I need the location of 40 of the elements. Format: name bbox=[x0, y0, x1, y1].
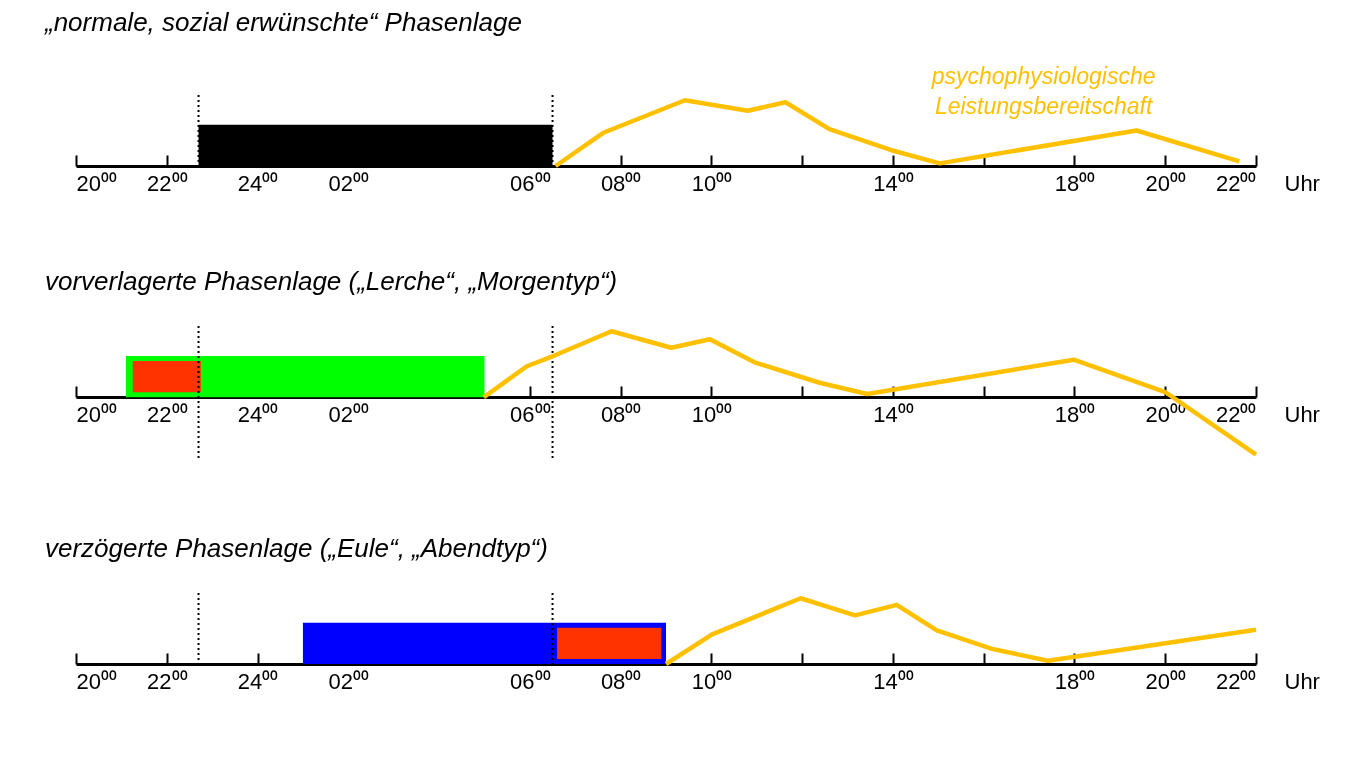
x-tick-label: 06⁰⁰ bbox=[510, 401, 551, 427]
x-tick-label: 14⁰⁰ bbox=[873, 668, 914, 694]
x-tick-label: 20⁰⁰ bbox=[1145, 668, 1186, 694]
x-tick-label: 08⁰⁰ bbox=[600, 401, 642, 427]
x-tick-label: 22⁰⁰ bbox=[1216, 401, 1257, 427]
x-tick-label: 10⁰⁰ bbox=[691, 170, 733, 196]
x-tick-label: 20⁰⁰ bbox=[76, 668, 117, 694]
x-axis-title: Uhr bbox=[1284, 401, 1320, 427]
x-tick-label: 20⁰⁰ bbox=[1145, 401, 1186, 427]
x-tick-label: 24⁰⁰ bbox=[237, 401, 279, 427]
x-axis-title: Uhr bbox=[1284, 170, 1320, 196]
chart-title: verzögerte Phasenlage („Eule“, „Abendtyp“) bbox=[45, 533, 548, 563]
x-tick-label: 18⁰⁰ bbox=[1054, 668, 1096, 694]
x-axis-title: Uhr bbox=[1284, 668, 1320, 694]
chart-title: „normale, sozial erwünschte“ Phasenlage bbox=[44, 7, 522, 37]
series-label: psychophysiologische Leistungsbereitschaft bbox=[930, 63, 1156, 119]
x-tick-label: 20⁰⁰ bbox=[1145, 170, 1186, 196]
x-tick-label: 02⁰⁰ bbox=[328, 668, 370, 694]
x-tick-label: 20⁰⁰ bbox=[76, 170, 117, 196]
x-tick-label: 06⁰⁰ bbox=[510, 668, 551, 694]
x-tick-label: 06⁰⁰ bbox=[510, 170, 551, 196]
x-tick-label: 08⁰⁰ bbox=[600, 668, 642, 694]
x-tick-label: 10⁰⁰ bbox=[691, 401, 733, 427]
x-tick-label: 22⁰⁰ bbox=[147, 170, 188, 196]
x-tick-label: 18⁰⁰ bbox=[1054, 401, 1096, 427]
x-tick-label: 24⁰⁰ bbox=[237, 170, 279, 196]
x-tick-label: 08⁰⁰ bbox=[600, 170, 642, 196]
x-tick-label: 10⁰⁰ bbox=[691, 668, 733, 694]
x-tick-label: 14⁰⁰ bbox=[873, 401, 914, 427]
x-tick-label: 22⁰⁰ bbox=[147, 401, 188, 427]
x-tick-label: 22⁰⁰ bbox=[147, 668, 188, 694]
x-tick-label: 02⁰⁰ bbox=[328, 170, 370, 196]
x-tick-label: 22⁰⁰ bbox=[1216, 668, 1257, 694]
x-tick-label: 02⁰⁰ bbox=[328, 401, 370, 427]
x-tick-label: 24⁰⁰ bbox=[237, 668, 279, 694]
x-tick-label: 18⁰⁰ bbox=[1054, 170, 1096, 196]
chart-title: vorverlagerte Phasenlage („Lerche“, „Morgentyp“) bbox=[45, 266, 618, 296]
x-tick-label: 20⁰⁰ bbox=[76, 401, 117, 427]
x-tick-label: 22⁰⁰ bbox=[1216, 170, 1257, 196]
x-tick-label: 14⁰⁰ bbox=[873, 170, 914, 196]
